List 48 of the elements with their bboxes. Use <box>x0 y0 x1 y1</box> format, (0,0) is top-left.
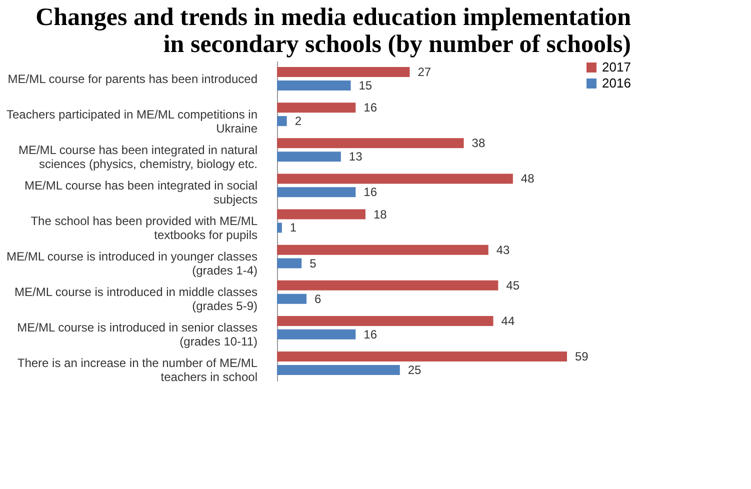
legend-label: 2017 <box>602 60 631 74</box>
y-tick-label: Teachers participated in ME/ML competitions in Ukraine <box>6 107 258 136</box>
bar <box>277 116 287 126</box>
data-label: 2 <box>294 114 302 128</box>
legend-label: 2016 <box>602 76 631 90</box>
data-label: 44 <box>501 314 515 328</box>
data-label: 59 <box>575 349 589 364</box>
y-tick-label: The school has been provided with ME/ML textbooks for pupils <box>30 214 258 242</box>
bar <box>277 364 400 375</box>
data-label: 16 <box>364 327 378 342</box>
bar <box>277 294 306 304</box>
bar <box>277 80 351 91</box>
data-label: 48 <box>520 172 535 186</box>
y-tick-label: ME/ML course is introduced in senior classes (grades 10-11) <box>17 320 258 349</box>
y-tick-label: ME/ML course for parents has been introduced <box>8 72 258 86</box>
bar <box>277 280 498 290</box>
bar <box>277 316 494 326</box>
bar <box>277 209 366 220</box>
y-tick-label: ME/ML course is introduced in middle classes (grades 5-9) <box>14 285 258 314</box>
chart-title: Changes and trends in media education implementation in secondary schools (by number of schools) <box>36 4 632 58</box>
data-label: 6 <box>314 292 322 306</box>
y-tick-label: ME/ML course has been integrated in natural sciences (physics, chemistry, biology etc. <box>18 142 258 171</box>
data-label: 18 <box>373 207 388 222</box>
bar <box>277 329 356 340</box>
bar <box>277 102 356 113</box>
data-label: 15 <box>358 78 372 93</box>
bar <box>277 222 282 233</box>
y-tick-label: There is an increase in the number of ME/ML teachers in school <box>17 356 258 384</box>
data-label: 16 <box>364 100 378 115</box>
y-tick-label: ME/ML course is introduced in younger classes (grades 1-4) <box>6 250 258 278</box>
data-label: 5 <box>310 256 317 270</box>
y-tick-label: ME/ML course has been integrated in social subjects <box>24 178 258 206</box>
data-label: 43 <box>496 242 510 257</box>
bar <box>277 244 488 255</box>
bar <box>277 138 464 148</box>
data-label: 16 <box>364 185 378 200</box>
bar <box>277 351 567 362</box>
bar <box>277 174 513 184</box>
bar <box>277 187 356 198</box>
bar <box>277 258 302 268</box>
data-label: 38 <box>472 136 486 150</box>
data-label: 13 <box>348 150 363 164</box>
data-label: 1 <box>290 220 297 235</box>
data-label: 45 <box>506 278 520 292</box>
bar <box>277 67 410 78</box>
data-label: 25 <box>408 362 422 377</box>
bar <box>277 152 341 162</box>
data-label: 27 <box>418 65 432 80</box>
